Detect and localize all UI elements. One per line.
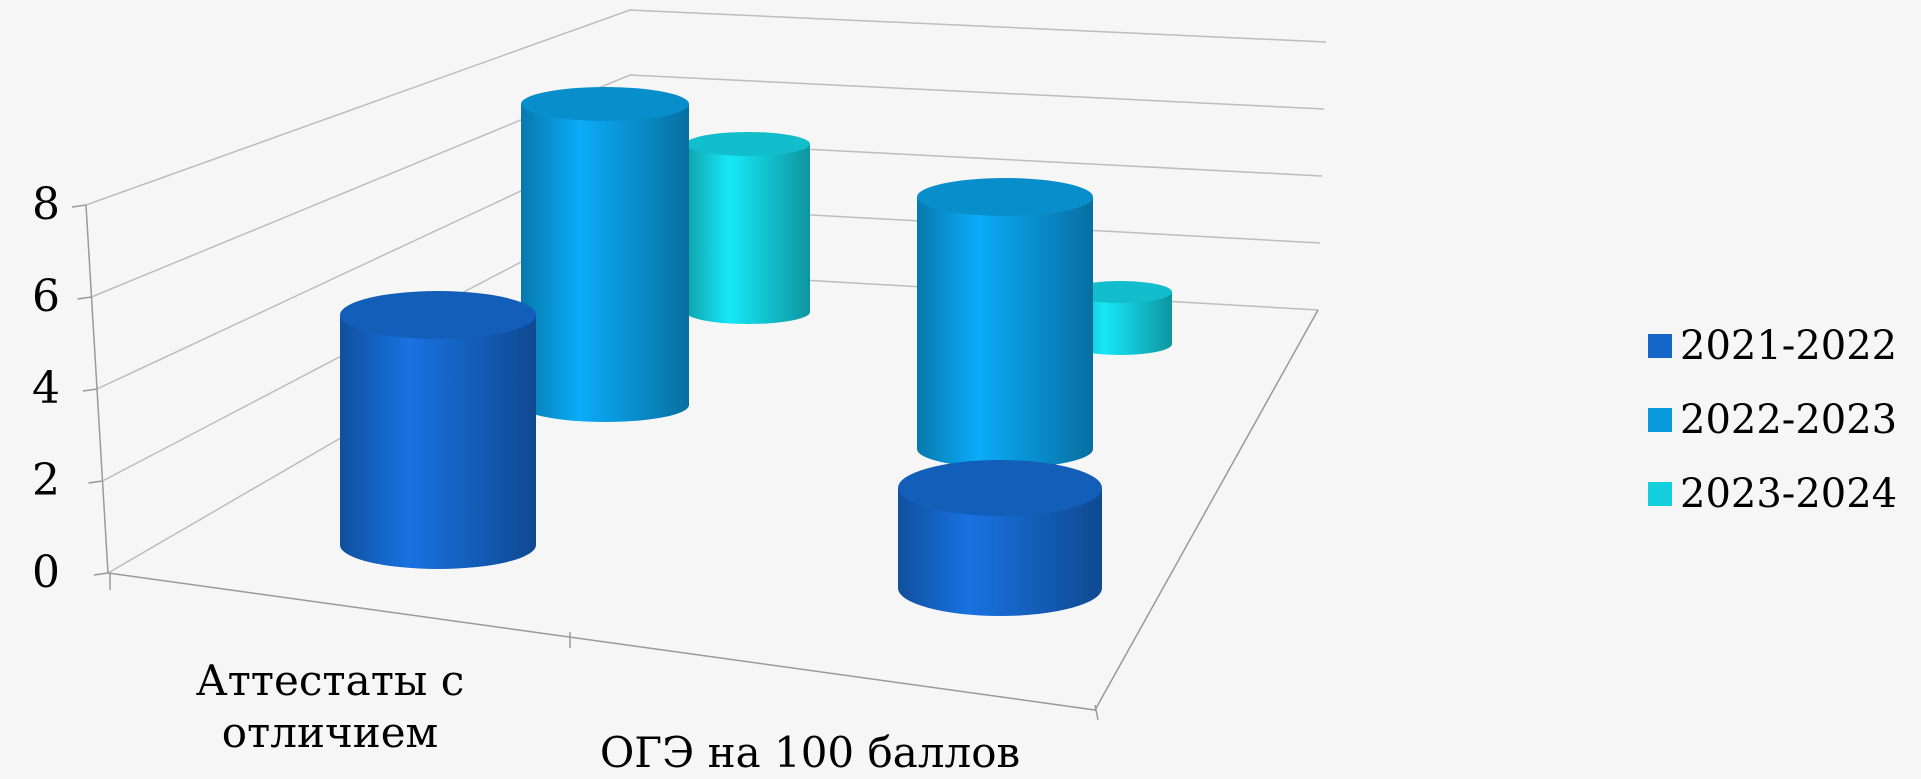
bar-top-0-0 <box>340 291 536 339</box>
y-tick-label-2: 4 <box>32 363 60 414</box>
y-axis-ticks: 0 2 4 6 8 <box>32 179 109 598</box>
y-tick-label-1: 2 <box>32 455 60 506</box>
legend-label-0: 2021-2022 <box>1680 323 1898 369</box>
chart-legend: 2021-2022 2022-2023 2023-2024 <box>1648 322 1897 518</box>
category-label-1: ОГЭ на 100 баллов <box>599 728 1021 777</box>
floor-edge <box>107 309 1319 711</box>
y-tick-label-3: 6 <box>32 271 60 322</box>
y-tick-mark-1 <box>88 480 103 484</box>
legend-label-2: 2023-2024 <box>1680 471 1898 517</box>
bar-body-0-1 <box>898 488 1102 616</box>
chart-walls <box>85 9 1327 721</box>
bar-body-2-0 <box>686 144 810 324</box>
bar-body-1-0 <box>521 104 689 422</box>
bar-2-0 <box>686 132 810 324</box>
bar-1-1 <box>917 178 1093 468</box>
bar-top-0-1 <box>898 460 1102 516</box>
bar-body-1-1 <box>917 197 1093 468</box>
bar-top-2-1 <box>1068 281 1172 303</box>
y-tick-mark-0 <box>93 572 109 576</box>
bar-top-1-0 <box>521 87 689 121</box>
gridline-3 <box>91 74 1325 298</box>
bar-top-2-0 <box>686 132 810 156</box>
gridline-4 <box>85 9 1327 206</box>
legend-item-2: 2023-2024 <box>1648 470 1897 518</box>
x-tick-mark-end <box>1094 704 1099 721</box>
legend-item-1: 2022-2023 <box>1648 396 1897 444</box>
y-tick-label-0: 0 <box>32 547 60 598</box>
legend-label-1: 2022-2023 <box>1680 397 1898 443</box>
bar-2-1 <box>1068 281 1172 355</box>
y-tick-mark-4 <box>71 204 87 208</box>
bar-top-1-1 <box>917 178 1093 216</box>
y-tick-label-4: 8 <box>32 179 60 230</box>
y-tick-mark-2 <box>82 388 98 392</box>
chart-bars <box>340 87 1172 616</box>
bar-1-0 <box>521 87 689 422</box>
bar-0-1 <box>898 460 1102 616</box>
bar-body-2-1 <box>1068 292 1172 355</box>
legend-item-0: 2021-2022 <box>1648 322 1897 370</box>
y-tick-mark-3 <box>77 296 92 300</box>
bar-body-0-0 <box>340 315 536 569</box>
legend-swatch-2 <box>1648 482 1672 506</box>
category-label-0: Аттестаты с отличием <box>195 656 465 757</box>
bar-0-0 <box>340 291 536 569</box>
legend-swatch-1 <box>1648 408 1672 432</box>
legend-swatch-0 <box>1648 334 1672 358</box>
